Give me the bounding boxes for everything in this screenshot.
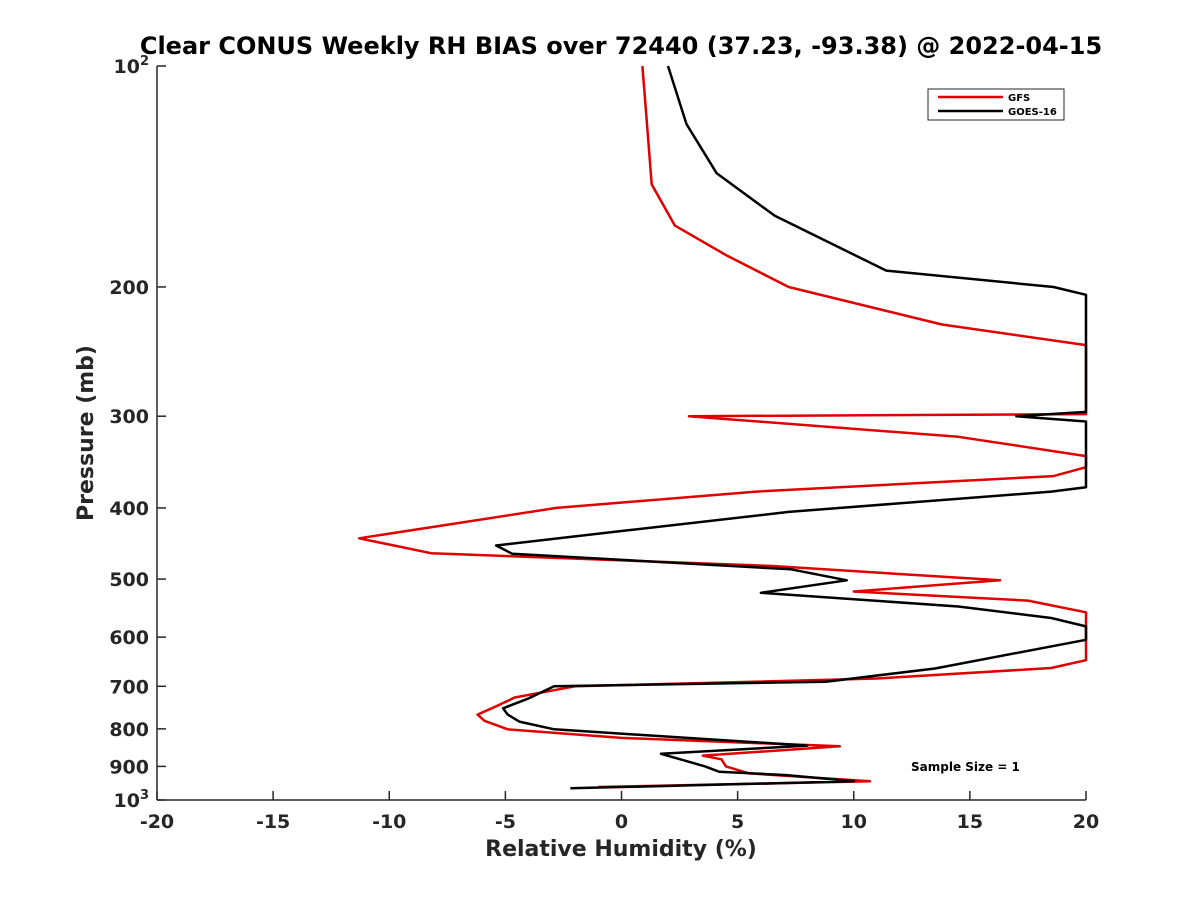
y-tick-label: 600: [109, 627, 149, 649]
chart-title: Clear CONUS Weekly RH BIAS over 72440 (3…: [140, 32, 1102, 60]
y-tick-label: 800: [109, 719, 149, 741]
y-tick-label: 400: [109, 498, 149, 520]
x-tick-label: -20: [140, 811, 174, 833]
y-tick-label: 103: [114, 788, 150, 812]
x-tick-label: 20: [1073, 811, 1099, 833]
x-tick-label: 5: [731, 811, 744, 833]
x-tick-label: -15: [256, 811, 290, 833]
legend: GFS GOES-16: [927, 88, 1065, 121]
y-tick-label: 200: [109, 277, 149, 299]
y-tick-label: 300: [109, 406, 149, 428]
y-tick-exponent: 2: [140, 54, 149, 69]
y-tick-label: 900: [109, 756, 149, 778]
y-tick-base: 10: [114, 56, 140, 78]
legend-box: [927, 88, 1065, 121]
y-tick-base: 10: [114, 790, 140, 812]
x-axis-ticks: -20 -15 -10 -5 0 5 10 15 20: [140, 791, 1099, 833]
x-tick-label: 15: [957, 811, 983, 833]
x-axis-label: Relative Humidity (%): [485, 837, 757, 862]
y-axis-label: Pressure (mb): [74, 345, 99, 521]
y-tick-label: 102: [114, 54, 150, 78]
x-tick-label: -10: [372, 811, 406, 833]
y-tick-exponent: 3: [140, 788, 149, 803]
plot-frame: [156, 66, 1086, 801]
x-tick-label: 0: [615, 811, 628, 833]
series-line-gfs: [357, 65, 1088, 789]
y-tick-label: 700: [109, 676, 149, 698]
legend-label-goes16: GOES-16: [1008, 107, 1057, 118]
legend-label-gfs: GFS: [1008, 93, 1030, 104]
sample-size-annotation: Sample Size = 1: [911, 760, 1020, 774]
x-tick-label: -5: [495, 811, 516, 833]
y-tick-label: 500: [109, 569, 149, 591]
x-tick-label: 10: [841, 811, 867, 833]
series-line-goes16: [494, 65, 1088, 790]
series-layer: [357, 65, 1088, 790]
